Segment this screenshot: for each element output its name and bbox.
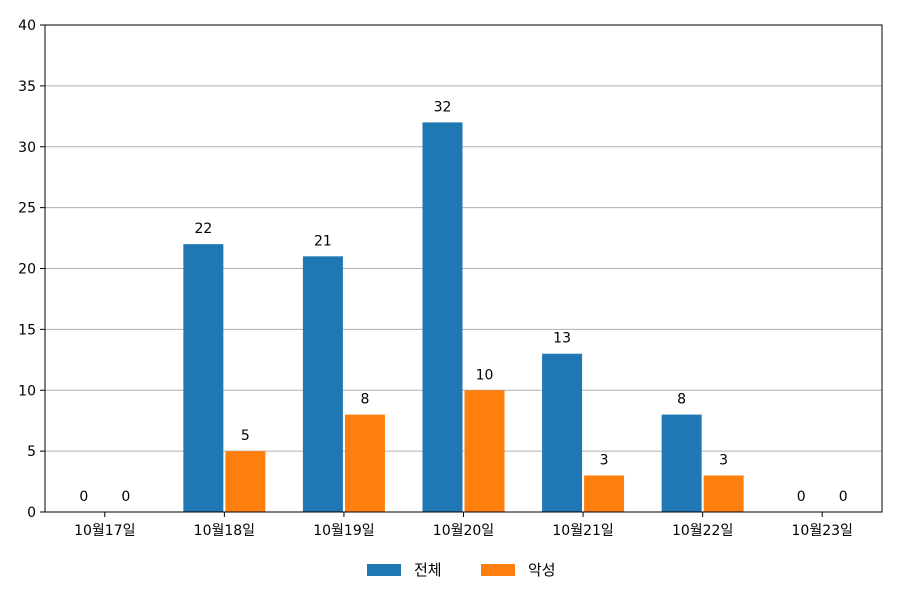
data-label: 22 (194, 221, 212, 237)
x-tick-label: 10월19일 (313, 523, 374, 539)
grid-lines (45, 85, 882, 452)
x-tick-label: 10월17일 (74, 523, 135, 539)
bar-malicious (584, 475, 625, 512)
data-label: 0 (79, 489, 88, 505)
bar-malicious (464, 390, 505, 512)
y-axis: 0 5 10 15 20 25 30 35 40 (18, 18, 45, 521)
data-label: 3 (719, 452, 728, 468)
x-tick-label: 10월18일 (194, 523, 255, 539)
bars (183, 122, 744, 513)
data-label: 0 (797, 489, 806, 505)
x-tick-label: 10월20일 (433, 523, 494, 539)
data-label: 0 (121, 489, 130, 505)
data-label: 10 (476, 367, 494, 383)
bar-total (422, 122, 463, 513)
legend-label-malicious: 악성 (528, 561, 556, 579)
bar-total (661, 414, 702, 512)
legend: 전체 악성 (367, 561, 556, 579)
bar-total (302, 256, 343, 512)
x-tick-label: 10월22일 (672, 523, 733, 539)
y-tick-label: 0 (27, 505, 36, 521)
y-tick-label: 10 (18, 383, 36, 399)
bar-malicious (703, 475, 744, 512)
legend-swatch-malicious (481, 564, 515, 576)
data-label: 3 (600, 452, 609, 468)
data-label: 5 (241, 428, 250, 444)
y-tick-label: 35 (18, 79, 36, 95)
data-label: 32 (434, 99, 452, 115)
y-tick-label: 5 (27, 444, 36, 460)
y-tick-label: 20 (18, 262, 36, 278)
legend-swatch-total (367, 564, 401, 576)
bar-total (542, 353, 583, 512)
x-axis: 10월17일 10월18일 10월19일 10월20일 10월21일 10월22일 10월2… (74, 512, 853, 539)
y-tick-label: 25 (18, 201, 36, 217)
bar-total (183, 244, 224, 512)
data-label: 13 (553, 331, 571, 347)
bar-malicious (225, 451, 266, 512)
legend-label-total: 전체 (414, 561, 442, 579)
bar-malicious (344, 414, 385, 512)
data-label: 8 (677, 392, 686, 408)
data-label: 8 (360, 392, 369, 408)
y-tick-label: 15 (18, 322, 36, 338)
data-label: 21 (314, 233, 332, 249)
data-labels: 0 0 22 5 21 8 32 10 13 3 8 3 0 0 (79, 99, 847, 505)
data-label: 0 (839, 489, 848, 505)
x-tick-label: 10월21일 (552, 523, 613, 539)
y-tick-label: 30 (18, 140, 36, 156)
x-tick-label: 10월23일 (792, 523, 853, 539)
y-tick-label: 40 (18, 18, 36, 34)
